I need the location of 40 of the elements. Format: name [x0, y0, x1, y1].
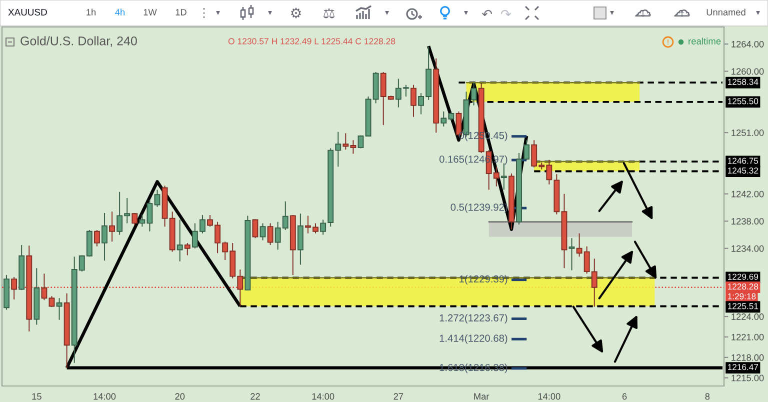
x-tick-label: 14:00 [538, 393, 560, 400]
text: Unnamed [706, 8, 746, 16]
ref-line-label: 1228.28 [728, 283, 758, 290]
x-tick-label: 27 [394, 393, 404, 400]
text: 4h [115, 8, 125, 16]
data-label: 1255.50 [728, 98, 758, 104]
text: Gold/U.S. Dollar, 240 [20, 36, 137, 47]
x-tick-label: Mar [474, 393, 490, 400]
annotation: realtime [688, 38, 721, 44]
y-tick-label: 1224.00 [732, 313, 764, 320]
y-tick-label: 1218.00 [732, 354, 764, 361]
text: 1h [86, 8, 96, 16]
text: 1W [144, 9, 157, 16]
data-label: 1246.75 [728, 158, 758, 164]
text: 1:29:18 [728, 293, 756, 300]
y-tick-label: 1215.00 [732, 374, 764, 382]
data-label: 1229.69 [728, 274, 758, 280]
x-tick-label: 14:00 [312, 393, 334, 400]
y-tick-label: 1238.00 [732, 218, 764, 225]
x-tick-label: 20 [175, 393, 185, 400]
data-label: 1216.47 [728, 364, 758, 370]
data-label: 1258.34 [728, 78, 758, 85]
y-tick-label: 1251.00 [732, 130, 764, 136]
y-tick-label: 1264.00 [732, 40, 764, 48]
data-label: 1245.32 [728, 168, 758, 174]
y-tick-label: 1221.00 [732, 334, 764, 340]
x-tick-label: 8 [705, 393, 710, 400]
text: 1D [176, 9, 186, 16]
y-tick-label: 1242.00 [732, 190, 764, 198]
data-label: 1225.51 [728, 303, 758, 310]
annotation: 1.414(1220.68) [440, 334, 508, 344]
x-tick-label: 15 [32, 393, 42, 400]
y-tick-label: 1260.00 [732, 68, 764, 75]
x-tick-label: 6 [622, 393, 627, 400]
x-tick-label: 22 [250, 393, 260, 400]
text: O 1230.57 H 1232.49 L 1225.44 C 1228.28 [228, 38, 396, 44]
annotation: 1.272(1223.67) [440, 314, 508, 324]
x-tick-label: 14:00 [94, 393, 116, 400]
text: XAUUSD [8, 8, 47, 16]
y-tick-label: 1234.00 [732, 245, 764, 252]
